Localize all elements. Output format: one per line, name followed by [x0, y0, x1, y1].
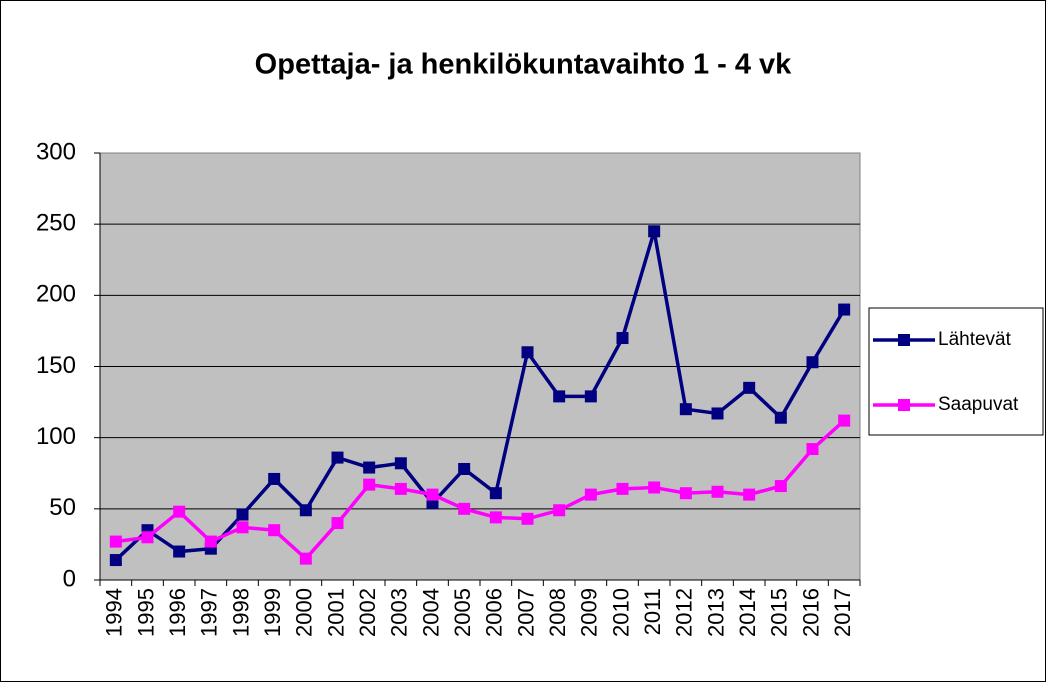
x-tick-label: 2002 — [355, 588, 380, 637]
point-marker — [553, 504, 566, 517]
point-marker — [679, 403, 692, 416]
chart-title: Opettaja- ja henkilökuntavaihto 1 - 4 vk — [255, 49, 793, 81]
x-tick-label: 2001 — [323, 588, 348, 637]
x-tick-label: 2012 — [672, 588, 697, 637]
point-marker — [679, 487, 692, 500]
point-marker — [236, 508, 249, 521]
x-tick-label: 1995 — [133, 588, 158, 637]
x-tick-label: 2006 — [482, 588, 507, 637]
x-tick-label: 2011 — [640, 588, 665, 635]
point-marker — [394, 482, 407, 495]
y-tick-label: 0 — [63, 565, 76, 592]
point-marker — [774, 411, 787, 424]
x-tick-label: 1996 — [165, 588, 190, 637]
x-tick-label: 1998 — [228, 588, 253, 637]
x-tick-label: 2003 — [387, 588, 412, 637]
point-marker — [394, 457, 407, 470]
point-marker — [648, 225, 661, 238]
x-tick-label: 2000 — [292, 588, 317, 637]
x-tick-label: 1994 — [102, 588, 127, 637]
x-tick-label: 2007 — [513, 588, 538, 637]
point-marker — [426, 488, 439, 501]
point-marker — [204, 535, 217, 548]
x-tick-label: 2017 — [830, 588, 855, 637]
x-tick-label: 1999 — [260, 588, 285, 637]
point-marker — [173, 505, 186, 518]
point-marker — [743, 381, 756, 394]
point-marker — [711, 407, 724, 420]
legend-marker — [898, 334, 910, 346]
legend — [868, 307, 1044, 436]
y-tick-label: 100 — [36, 423, 76, 450]
point-marker — [806, 356, 819, 369]
point-marker — [489, 487, 502, 500]
point-marker — [584, 390, 597, 403]
y-tick-label: 50 — [49, 494, 76, 521]
x-tick-label: 2016 — [798, 588, 823, 637]
point-marker — [236, 521, 249, 534]
legend-marker — [898, 399, 910, 411]
point-marker — [363, 461, 376, 474]
y-tick-label: 200 — [36, 281, 76, 308]
y-tick-label: 300 — [36, 138, 76, 165]
point-marker — [838, 414, 851, 427]
point-marker — [553, 390, 566, 403]
point-marker — [268, 472, 281, 485]
point-marker — [299, 504, 312, 517]
point-marker — [109, 554, 122, 567]
point-marker — [268, 524, 281, 537]
x-tick-label: 2008 — [545, 588, 570, 637]
x-tick-label: 2013 — [703, 588, 728, 637]
point-marker — [521, 346, 534, 359]
point-marker — [489, 511, 502, 524]
y-tick-label: 250 — [36, 210, 76, 237]
point-marker — [458, 502, 471, 515]
point-marker — [458, 462, 471, 475]
legend-label: Saapuvat — [938, 394, 1019, 415]
x-tick-label: 1997 — [197, 588, 222, 637]
point-marker — [363, 478, 376, 491]
point-marker — [711, 485, 724, 498]
point-marker — [331, 517, 344, 530]
point-marker — [331, 451, 344, 464]
point-marker — [838, 303, 851, 316]
point-marker — [806, 443, 819, 456]
legend-label: Lähtevät — [938, 329, 1012, 350]
point-marker — [173, 545, 186, 558]
x-tick-label: 2015 — [767, 588, 792, 637]
y-tick-label: 150 — [36, 352, 76, 379]
point-marker — [743, 488, 756, 501]
point-marker — [109, 535, 122, 548]
point-marker — [616, 482, 629, 495]
point-marker — [521, 512, 534, 525]
x-tick-label: 2010 — [608, 588, 633, 637]
point-marker — [584, 488, 597, 501]
x-tick-label: 2014 — [735, 588, 760, 637]
point-marker — [299, 552, 312, 565]
x-tick-label: 2004 — [418, 588, 443, 637]
x-tick-label: 2009 — [577, 588, 602, 637]
point-marker — [774, 480, 787, 493]
point-marker — [141, 531, 154, 544]
point-marker — [616, 332, 629, 345]
x-tick-label: 2005 — [450, 588, 475, 637]
point-marker — [648, 481, 661, 494]
